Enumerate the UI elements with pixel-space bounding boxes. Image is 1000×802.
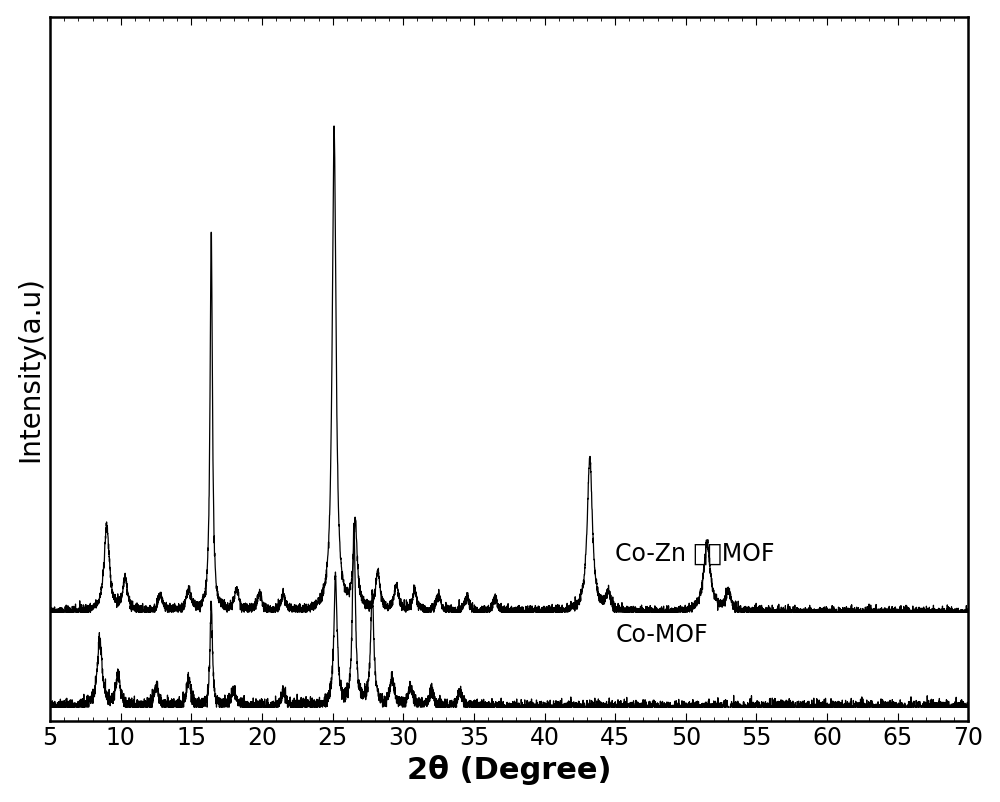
- X-axis label: 2θ (Degree): 2θ (Degree): [407, 755, 612, 785]
- Y-axis label: Intensity(a.u): Intensity(a.u): [17, 276, 45, 462]
- Text: Co-Zn 核壳MOF: Co-Zn 核壳MOF: [615, 541, 775, 565]
- Text: Co-MOF: Co-MOF: [615, 622, 708, 646]
